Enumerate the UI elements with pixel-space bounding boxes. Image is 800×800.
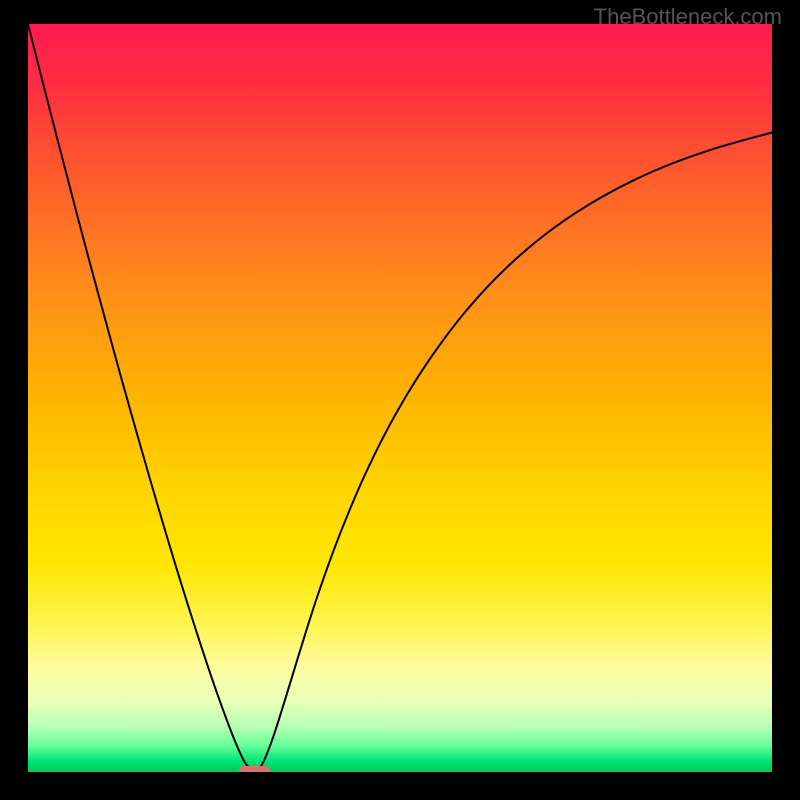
chart-frame: TheBottleneck.com — [0, 0, 800, 800]
curve-right-branch — [259, 132, 772, 769]
optimum-marker — [239, 766, 270, 772]
curve-layer — [28, 24, 772, 772]
plot-area — [28, 24, 772, 772]
watermark-text: TheBottleneck.com — [594, 4, 782, 30]
curve-left-branch — [28, 24, 251, 770]
